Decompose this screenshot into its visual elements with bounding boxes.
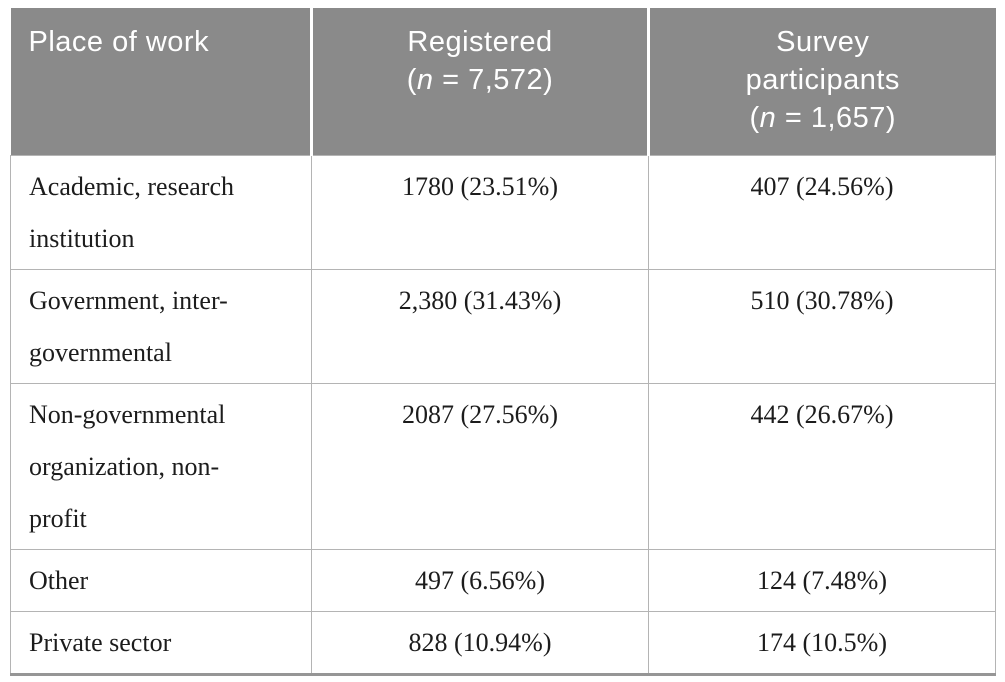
header-survey-title: Survey participants [745, 26, 900, 96]
cell-place: Academic, research institution [10, 154, 312, 270]
table-row: Private sector 828 (10.94%) 174 (10.5%) [10, 610, 996, 676]
cell-registered: 1780 (23.51%) [311, 154, 649, 270]
cell-survey: 407 (24.56%) [648, 154, 996, 270]
header-registered-n: (n = 7,572) [323, 61, 637, 99]
header-place-of-work: Place of work [10, 8, 312, 155]
place-label: Private sector [29, 627, 172, 657]
cell-survey: 510 (30.78%) [648, 268, 996, 384]
header-place-of-work-label: Place of work [28, 26, 210, 58]
cell-registered: 828 (10.94%) [311, 610, 649, 676]
cell-place: Government, inter-governmental [10, 268, 312, 384]
table-row: Non-governmental organization, non-profi… [10, 382, 996, 550]
paren-open: ( [406, 64, 417, 96]
header-registered: Registered (n = 7,572) [310, 8, 649, 155]
header-survey-participants: Survey participants (n = 1,657) [647, 8, 996, 155]
cell-registered: 2087 (27.56%) [311, 382, 649, 550]
cell-survey: 174 (10.5%) [648, 610, 996, 676]
cell-survey: 442 (26.67%) [648, 382, 996, 550]
cell-place: Non-governmental organization, non-profi… [10, 382, 312, 550]
place-label: Other [29, 565, 89, 595]
n-value: = 7,572) [433, 64, 554, 96]
n-symbol: n [759, 102, 777, 134]
paren-open: ( [749, 102, 760, 134]
place-label: Non-governmental organization, non-profi… [29, 399, 226, 533]
place-label: Government, inter-governmental [29, 285, 228, 367]
n-symbol: n [416, 64, 434, 96]
header-registered-title: Registered [407, 26, 553, 58]
place-label: Academic, research institution [29, 171, 234, 253]
cell-place: Other [10, 548, 312, 612]
cell-registered: 2,380 (31.43%) [311, 268, 649, 384]
table-row: Government, inter-governmental 2,380 (31… [10, 268, 996, 384]
table-row: Other 497 (6.56%) 124 (7.48%) [10, 548, 996, 612]
cell-survey: 124 (7.48%) [648, 548, 996, 612]
place-of-work-table: Place of work Registered (n = 7,572) Sur… [10, 8, 996, 676]
n-value: = 1,657) [776, 102, 897, 134]
header-survey-n: (n = 1,657) [660, 99, 986, 137]
table-row: Academic, research institution 1780 (23.… [10, 154, 996, 270]
header-row: Place of work Registered (n = 7,572) Sur… [10, 8, 996, 155]
cell-registered: 497 (6.56%) [311, 548, 649, 612]
cell-place: Private sector [10, 610, 312, 676]
